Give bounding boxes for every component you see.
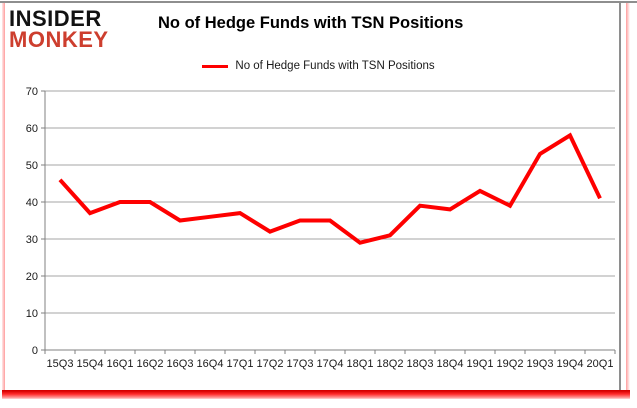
insider-monkey-logo: INSIDER MONKEY bbox=[9, 6, 109, 52]
y-tick-label: 40 bbox=[26, 197, 38, 209]
hedge-funds-data-line bbox=[58, 132, 602, 245]
x-tick-label: 16Q1 bbox=[107, 358, 134, 370]
x-tick-label: 16Q3 bbox=[167, 358, 194, 370]
y-tick-label: 30 bbox=[26, 234, 38, 246]
x-tick-label: 19Q2 bbox=[497, 358, 524, 370]
x-tick-label: 18Q2 bbox=[377, 358, 404, 370]
legend-line-swatch bbox=[202, 64, 229, 68]
y-tick-label: 0 bbox=[32, 345, 38, 357]
x-tick-label: 18Q1 bbox=[347, 358, 374, 370]
y-tick-label: 10 bbox=[26, 308, 38, 320]
logo-text-insider: INSIDER bbox=[9, 6, 102, 31]
x-tick-label: 18Q4 bbox=[437, 358, 464, 370]
x-tick-label: 16Q4 bbox=[197, 358, 224, 370]
y-tick-label: 70 bbox=[26, 86, 38, 98]
legend-label: No of Hedge Funds with TSN Positions bbox=[235, 60, 435, 72]
frame-right-border bbox=[619, 1, 621, 390]
frame-top-border bbox=[0, 1, 637, 3]
chart-title: No of Hedge Funds with TSN Positions bbox=[158, 14, 464, 32]
x-tick-label: 20Q1 bbox=[587, 358, 614, 370]
x-tick-label: 19Q3 bbox=[527, 358, 554, 370]
x-tick-label: 17Q1 bbox=[227, 358, 254, 370]
frame-left-glow bbox=[2, 3, 5, 390]
x-tick-label: 19Q4 bbox=[557, 358, 584, 370]
x-tick-label: 19Q1 bbox=[467, 358, 494, 370]
y-tick-label: 60 bbox=[26, 123, 38, 135]
x-tick-label: 17Q2 bbox=[257, 358, 284, 370]
x-tick-label: 17Q3 bbox=[287, 358, 314, 370]
frame-right-glow bbox=[626, 3, 630, 391]
x-tick-label: 17Q4 bbox=[317, 358, 344, 370]
legend: No of Hedge Funds with TSN Positions bbox=[0, 60, 637, 72]
y-tick-label: 50 bbox=[26, 160, 38, 172]
frame-bottom-glow bbox=[2, 390, 630, 399]
x-tick-label: 18Q3 bbox=[407, 358, 434, 370]
y-tick-label: 20 bbox=[26, 271, 38, 283]
x-tick-label: 16Q2 bbox=[137, 358, 164, 370]
x-tick-label: 15Q4 bbox=[77, 358, 104, 370]
x-tick-label: 15Q3 bbox=[47, 358, 74, 370]
logo-text-monkey: MONKEY bbox=[9, 26, 109, 52]
